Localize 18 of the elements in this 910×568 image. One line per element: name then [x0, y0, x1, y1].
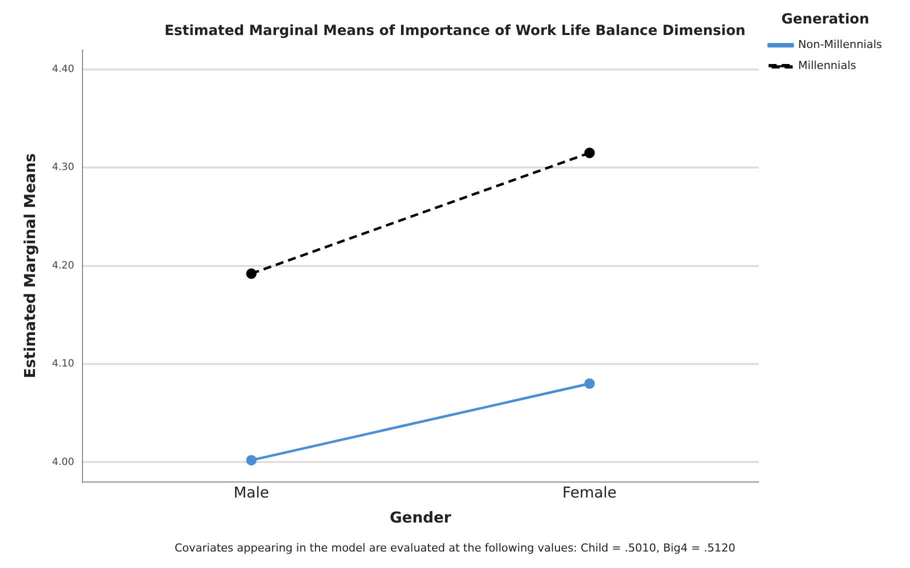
y-tick-label: 4.30 [52, 162, 74, 174]
legend-label: Millennials [798, 59, 856, 72]
y-tick-label: 4.20 [52, 260, 74, 272]
y-tick-label: 4.10 [52, 358, 74, 370]
x-tick-label: Female [562, 484, 617, 502]
point [584, 378, 595, 389]
y-tick-label: 4.00 [52, 456, 74, 468]
y-tick-label: 4.40 [52, 64, 74, 76]
x-tick-label: Male [234, 484, 270, 502]
legend-title: Generation [781, 12, 870, 28]
point [584, 148, 595, 158]
text: Covariates appearing in the model are evaluated at the following values: Child = .5010, Big4 = .5120 [174, 541, 736, 554]
y-axis-title: Estimated Marginal Means [20, 153, 39, 378]
x-axis-title: Gender [390, 508, 452, 527]
legend-label: Non-Millennials [798, 38, 882, 52]
point [246, 454, 257, 466]
chart-title: Estimated Marginal Means of Importance of Work Life Balance Dimension [164, 23, 746, 40]
point [246, 268, 257, 279]
